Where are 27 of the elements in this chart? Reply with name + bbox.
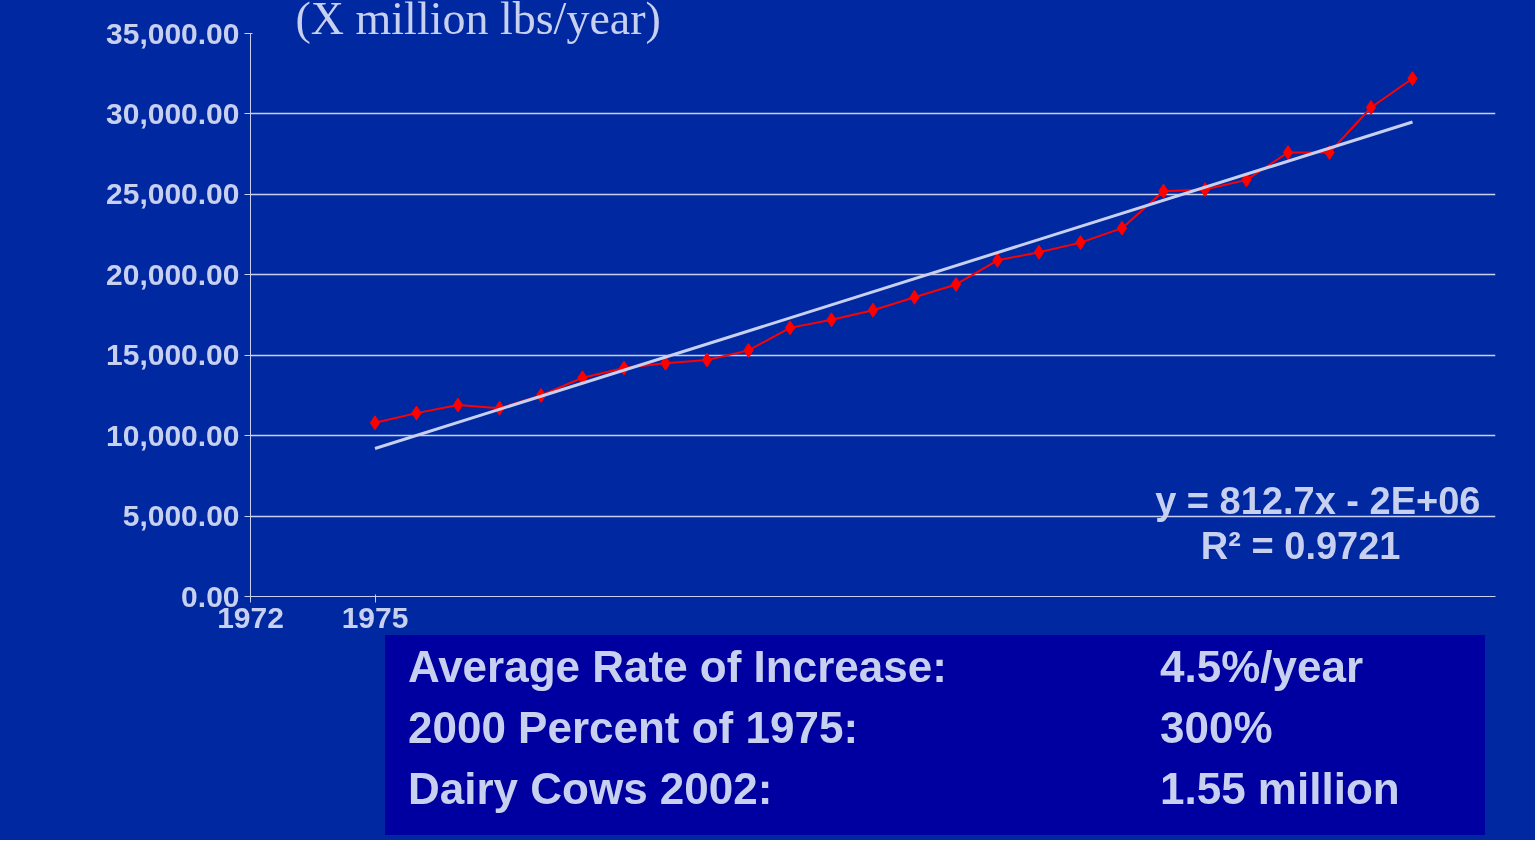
y-tick-label: 5,000.00 bbox=[122, 499, 240, 533]
point bbox=[1282, 145, 1294, 161]
point bbox=[369, 415, 381, 431]
text: 2000 Percent of 1975: bbox=[407, 702, 860, 755]
point bbox=[867, 302, 879, 318]
text: Dairy Cows 2002: bbox=[407, 763, 774, 816]
text: Average Rate of Increase: bbox=[407, 641, 948, 693]
y-tick-label: 20,000.00 bbox=[106, 257, 240, 291]
chart-title: (X million lbs/year) bbox=[295, 0, 661, 44]
annotation: y = 812.7x - 2E+06 bbox=[1155, 479, 1481, 522]
annotation: R² = 0.9721 bbox=[1200, 524, 1401, 567]
x-tick-label: 1975 bbox=[341, 600, 409, 634]
point bbox=[1365, 99, 1377, 115]
point bbox=[1033, 244, 1045, 260]
point bbox=[452, 397, 464, 413]
text: 4.5%/year bbox=[1159, 641, 1365, 693]
text: 300% bbox=[1159, 702, 1274, 755]
y-tick-label: 35,000.00 bbox=[106, 16, 240, 50]
point bbox=[1116, 220, 1128, 236]
point bbox=[784, 320, 796, 336]
y-tick-label: 30,000.00 bbox=[106, 96, 240, 130]
y-tick-label: 10,000.00 bbox=[106, 418, 240, 452]
point bbox=[950, 276, 962, 292]
y-tick-label: 15,000.00 bbox=[106, 338, 240, 372]
text: 1.55 million bbox=[1159, 763, 1401, 816]
y-tick-label: 25,000.00 bbox=[106, 177, 240, 211]
point bbox=[701, 352, 713, 368]
